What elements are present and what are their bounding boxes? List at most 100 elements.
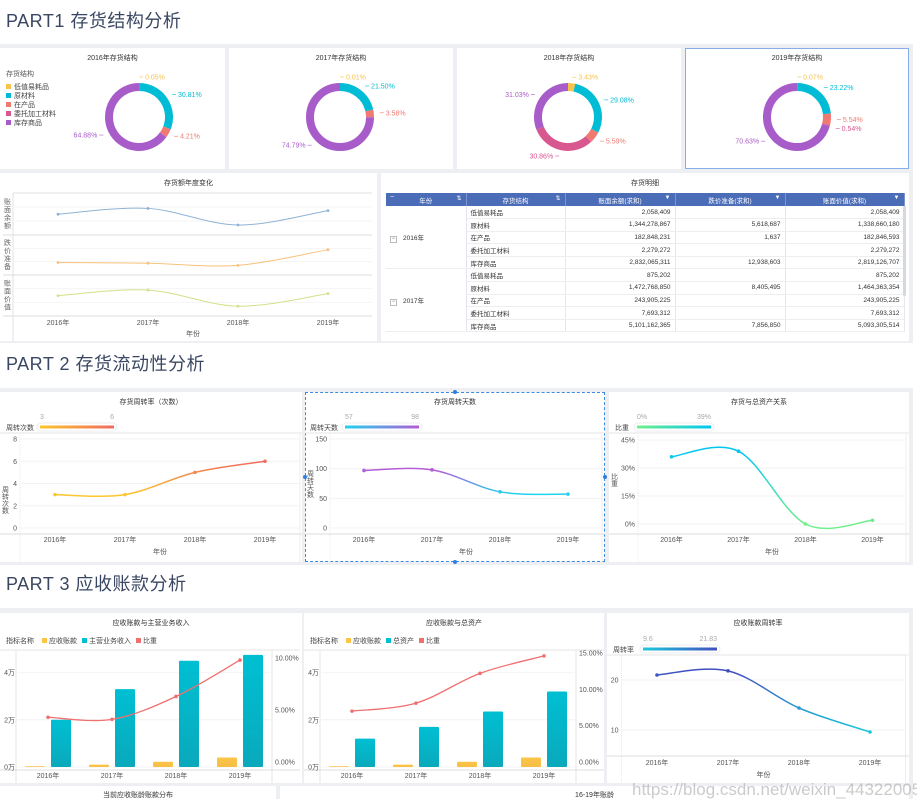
visual-map-label: 比重 <box>615 423 629 432</box>
visual-map-bar <box>345 426 419 429</box>
y-tick-label: 0% <box>625 522 635 529</box>
dropdown-icon[interactable]: ▼ <box>894 195 900 201</box>
donut-card-2017[interactable]: 2017年存货结构 0.01%21.50%3.58%74.79% <box>229 48 453 169</box>
column-header[interactable]: 账面价值(求和)▼ <box>785 193 904 206</box>
donut-card-2016[interactable]: 2016年存货结构 0.05%30.81%4.21%64.88%存货结构低值易耗… <box>0 48 225 169</box>
column-header[interactable]: 跌价准备(求和)▼ <box>675 193 785 206</box>
donut-data-label: 3.43% <box>578 75 598 82</box>
donut-card-2018[interactable]: 2018年存货结构 3.43%29.08%5.59%30.86%31.03% <box>457 48 681 169</box>
value-cell: 5,101,162,365 <box>565 319 675 332</box>
donut-card-2019[interactable]: 2019年存货结构 0.07%23.22%5.54%0.54%70.63% <box>685 48 909 169</box>
x-tick-label: 2017年 <box>717 758 740 767</box>
data-point <box>804 522 808 526</box>
sort-icon[interactable]: ⇅ <box>555 195 560 202</box>
column-header-label: 年份 <box>419 198 432 205</box>
x-tick-label: 2019年 <box>557 535 580 544</box>
resize-handle[interactable] <box>453 390 457 394</box>
legend-swatch <box>346 638 351 643</box>
donut-data-label: 21.50% <box>371 84 395 91</box>
resize-handle[interactable] <box>603 475 607 479</box>
visual-map-label: 周转率 <box>613 645 634 654</box>
y-axis-title: 周转天数 <box>307 470 315 499</box>
donut-data-label: 31.03% <box>505 92 529 99</box>
value-cell: 243,905,225 <box>785 294 904 307</box>
column-header[interactable]: − 年份 ⇅ <box>386 193 466 206</box>
year-cell[interactable]: −2017年 <box>386 269 466 332</box>
data-point <box>327 248 330 251</box>
year-cell[interactable]: −2016年 <box>386 206 466 269</box>
y-right-tick-label: 5.00% <box>579 723 599 730</box>
y-tick-label: 10 <box>611 728 619 735</box>
bar-主营业务收入 <box>243 655 263 767</box>
y-tick-label: 2 <box>13 503 17 510</box>
resize-handle[interactable] <box>303 475 307 479</box>
series-line-比重 <box>352 656 544 711</box>
data-point <box>655 673 659 677</box>
donut-data-label: 0.05% <box>145 75 165 82</box>
y-tick-label: 30% <box>621 466 635 473</box>
bar-应收账款 <box>25 766 45 767</box>
legend-swatch <box>6 120 11 125</box>
visual-map-min: 3 <box>40 414 44 421</box>
data-point <box>237 305 240 308</box>
sort-icon[interactable]: ⇅ <box>456 195 461 202</box>
value-cell: 5,618,687 <box>675 219 785 232</box>
dropdown-icon[interactable]: ▼ <box>665 195 671 201</box>
donut-data-label: 23.22% <box>830 85 854 92</box>
section-title-part1: PART1 存货结构分析 <box>6 7 181 33</box>
bar-总资产 <box>355 739 375 767</box>
legend-swatch <box>386 638 391 643</box>
donut-chart: 3.43%29.08%5.59%30.86%31.03% <box>457 48 681 169</box>
value-cell: 2,832,065,311 <box>565 256 675 269</box>
donut-data-label: 0.07% <box>803 75 823 82</box>
category-cell: 原材料 <box>466 282 565 295</box>
resize-handle[interactable] <box>453 560 457 564</box>
collapse-all-icon[interactable]: − <box>390 194 394 201</box>
column-header[interactable]: 存货结构⇅ <box>466 193 565 206</box>
inventory-table-container: −年份⇅存货结构⇅账面余额(求和)▼跌价准备(求和)▼账面价值(求和)▼ −20… <box>386 193 906 341</box>
legend-swatch <box>419 638 424 643</box>
data-point <box>147 289 150 292</box>
year-label: 2017年 <box>403 298 424 305</box>
bar-主营业务收入 <box>115 689 135 767</box>
value-cell: 1,344,278,867 <box>565 219 675 232</box>
collapse-icon[interactable]: − <box>390 236 397 243</box>
bar-应收账款 <box>153 762 173 767</box>
donut-slice-原材料 <box>574 88 598 131</box>
donut-data-label: 0.01% <box>346 75 366 82</box>
aging-distribution-card[interactable]: 当前应收账龄账款分布 <box>0 786 276 806</box>
x-tick-label: 2018年 <box>489 535 512 544</box>
inventory-detail-card[interactable]: 存货明细 −年份⇅存货结构⇅账面余额(求和)▼跌价准备(求和)▼账面价值(求和)… <box>381 173 909 341</box>
x-tick-label: 2017年 <box>727 535 750 544</box>
donut-data-label: 30.86% <box>529 154 553 161</box>
table-scrollbar[interactable] <box>903 206 906 296</box>
donut-data-label: 3.58% <box>386 110 406 117</box>
y-tick-label: 50 <box>319 496 327 503</box>
y-right-tick-label: 0.00% <box>579 760 599 767</box>
data-point <box>263 459 267 463</box>
x-tick-label: 2018年 <box>227 318 250 327</box>
dropdown-icon[interactable]: ▼ <box>775 195 781 201</box>
legend-item-label: 总资产 <box>393 636 414 645</box>
value-cell: 1,464,363,354 <box>785 282 904 295</box>
column-header[interactable]: 账面余额(求和)▼ <box>565 193 675 206</box>
visual-map-label: 周转天数 <box>310 423 338 432</box>
value-cell: 2,279,272 <box>565 244 675 257</box>
x-axis-title: 年份 <box>186 329 200 338</box>
collapse-icon[interactable]: − <box>390 299 397 306</box>
donut-data-label: 29.08% <box>610 97 634 104</box>
value-cell: 1,637 <box>675 231 785 244</box>
y-axis-title: 周转次数 <box>2 486 10 515</box>
x-axis-title: 年份 <box>459 547 473 556</box>
watermark: https://blog.csdn.net/weixin_44322005 <box>632 781 917 798</box>
